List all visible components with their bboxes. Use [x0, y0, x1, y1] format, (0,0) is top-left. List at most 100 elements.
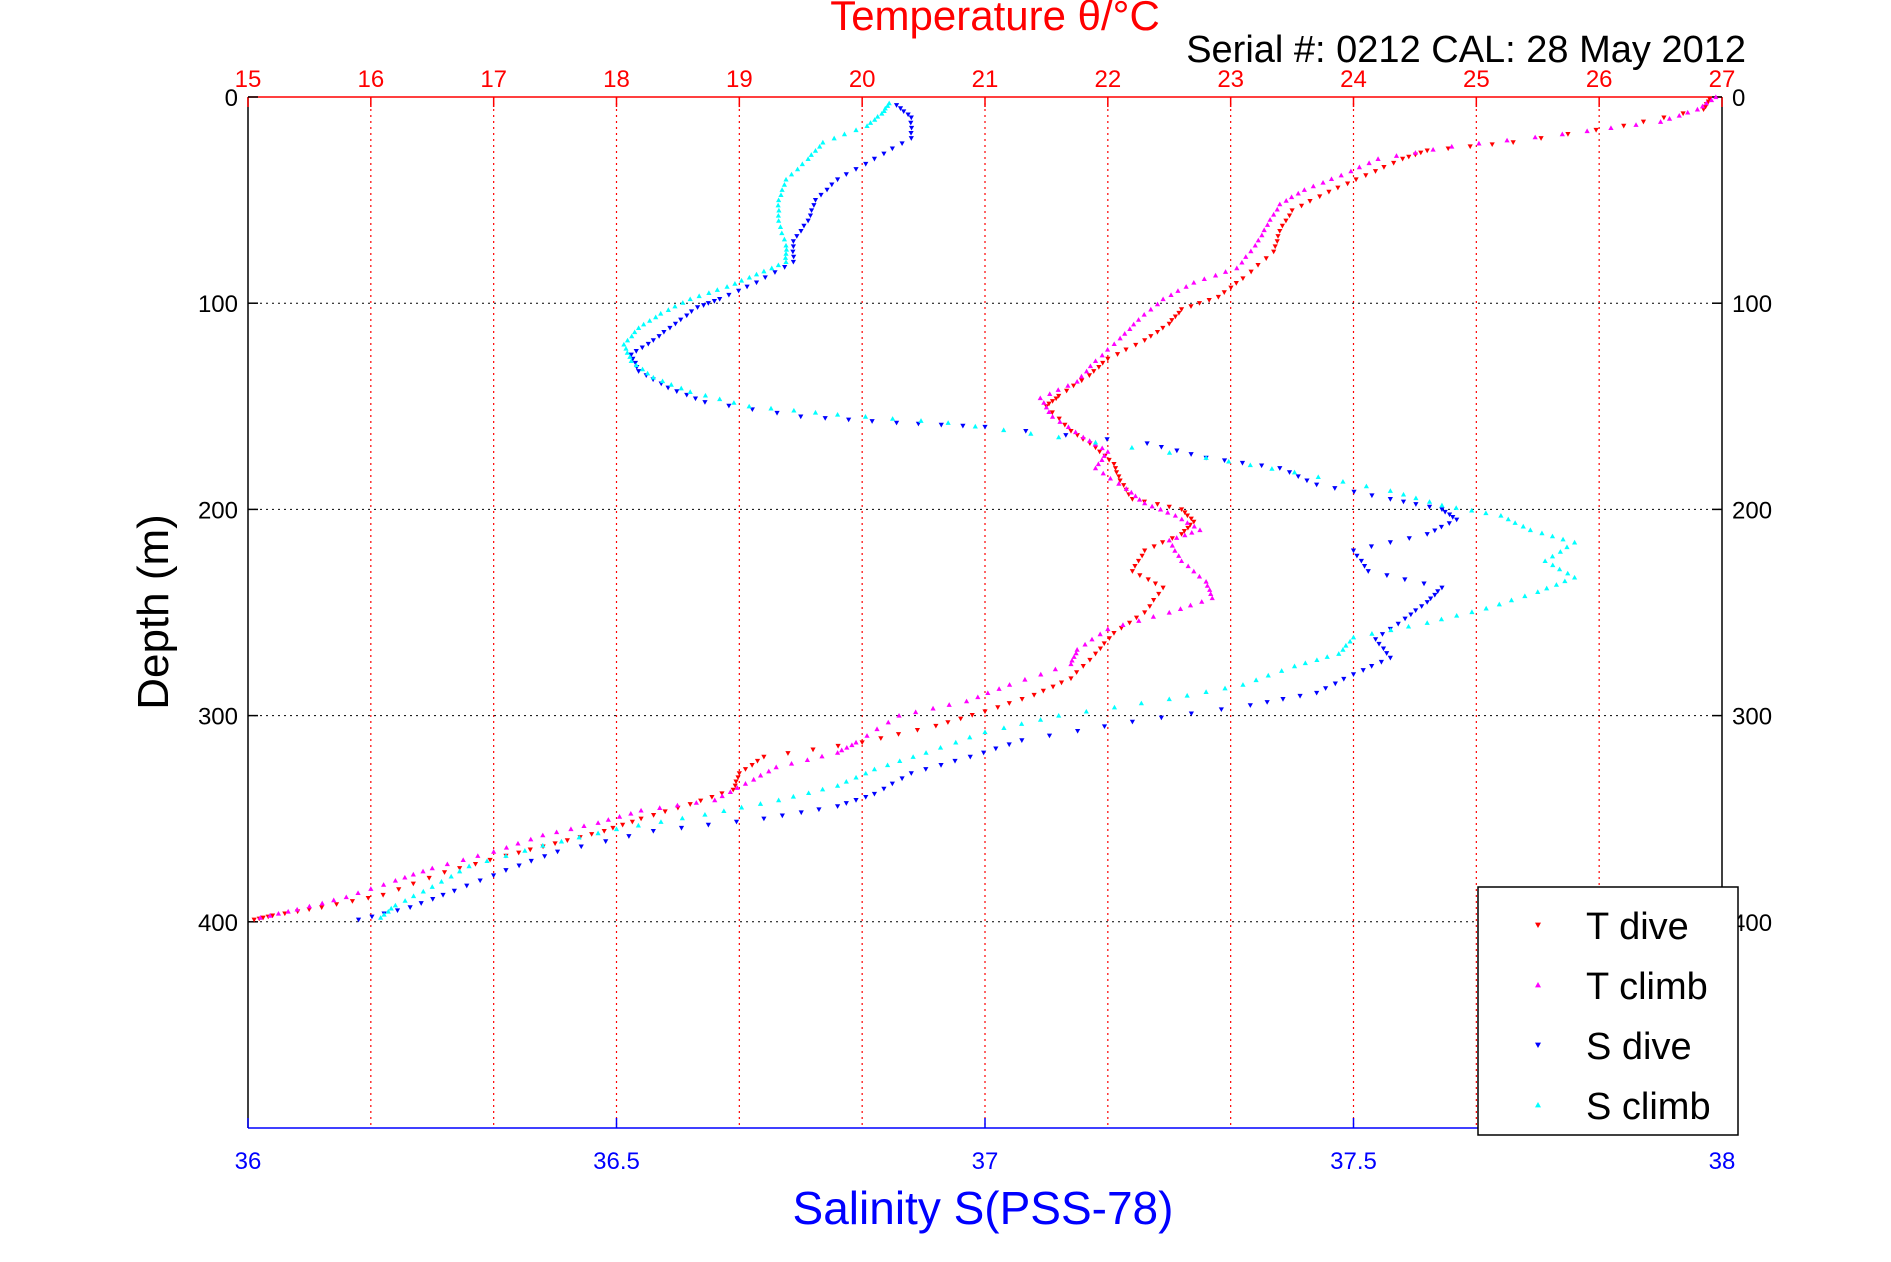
s-climb-point	[835, 783, 841, 788]
t-climb-point	[595, 820, 601, 825]
s-climb-point	[1469, 609, 1475, 615]
s-climb-point	[1557, 566, 1563, 572]
s-dive-point	[1174, 448, 1180, 454]
t-dive-point	[730, 787, 736, 793]
s-climb-point	[817, 143, 823, 149]
t-dive-point	[1181, 528, 1187, 534]
t-climb-point	[1097, 631, 1103, 637]
t-dive-point	[1132, 564, 1138, 569]
s-dive-point	[451, 888, 457, 894]
s-dive-point	[1426, 504, 1433, 510]
t-dive-point	[1101, 641, 1107, 647]
t-dive-point	[1178, 532, 1185, 537]
s-dive-point	[1314, 690, 1320, 696]
t-climb-point	[1123, 486, 1129, 491]
t-dive-point	[396, 887, 402, 892]
t-dive-point	[1117, 478, 1123, 484]
t-dive-point	[895, 732, 902, 737]
s-climb-point	[923, 750, 929, 755]
t-dive-point	[1068, 676, 1074, 682]
t-dive-point	[1147, 604, 1153, 609]
t-climb-point	[1107, 475, 1114, 481]
s-climb-point	[777, 224, 784, 229]
t-climb-point	[1099, 352, 1105, 358]
t-dive-point	[732, 783, 738, 789]
t-climb-point	[1083, 368, 1090, 374]
s-dive-point	[733, 819, 740, 825]
s-dive-point	[678, 317, 684, 323]
t-dive-point	[1445, 146, 1451, 152]
s-climb-point	[438, 878, 445, 884]
s-dive-point	[503, 868, 509, 873]
t-climb-point	[804, 757, 810, 763]
t-climb-point	[1069, 657, 1075, 663]
s-climb-legend-label: S climb	[1586, 1086, 1711, 1128]
s-climb-point	[753, 271, 760, 277]
s-climb-point	[781, 182, 788, 187]
s-dive-point	[790, 239, 796, 244]
t-dive-point	[1096, 365, 1102, 370]
t-dive-point	[1191, 519, 1197, 525]
t-climb-point	[1449, 143, 1455, 149]
s-dive-point	[1075, 728, 1081, 734]
t-dive-point	[426, 875, 432, 881]
s-dive-point	[774, 410, 780, 416]
t-dive-point	[754, 758, 761, 764]
s-climb-point	[540, 842, 546, 848]
t-dive-point	[1326, 189, 1332, 195]
s-climb-point	[776, 218, 782, 223]
s-dive-point	[1158, 444, 1164, 450]
t-climb-point	[913, 709, 919, 715]
t-climb-point	[1608, 125, 1614, 131]
t-climb-point	[1694, 106, 1701, 112]
t-dive-point	[810, 747, 816, 753]
s-dive-point	[889, 781, 895, 787]
t-dive-point	[1142, 548, 1148, 554]
x-axis-title: Salinity S(PSS-78)	[793, 1182, 1174, 1234]
s-dive-point	[705, 822, 711, 828]
s-climb-point	[1498, 512, 1504, 518]
s-dive-point	[684, 392, 690, 398]
t-dive-point	[1148, 334, 1154, 339]
t-climb-point	[267, 913, 273, 918]
s-dive-point	[1432, 592, 1438, 598]
t-climb-point	[1046, 409, 1052, 415]
t-climb-point	[1412, 150, 1419, 155]
s-dive-point	[1439, 507, 1445, 512]
s-climb-point	[843, 778, 849, 784]
t-climb-point	[712, 797, 718, 803]
t-dive-point	[995, 705, 1001, 710]
t-dive-point	[1178, 507, 1185, 512]
s-climb-point	[1336, 651, 1342, 656]
s-dive-point	[1304, 478, 1310, 484]
t-climb-point	[1366, 160, 1372, 166]
depth-tick-label-right: 200	[1732, 497, 1772, 524]
s-climb-point	[627, 354, 633, 359]
t-climb-point	[1584, 128, 1590, 134]
depth-tick-label-left: 100	[198, 291, 238, 318]
s-dive-point	[899, 141, 905, 146]
s-dive-point	[1006, 742, 1012, 748]
s-climb-point	[1302, 660, 1308, 666]
t-dive-point	[410, 881, 416, 887]
s-climb-point	[1203, 689, 1209, 694]
s-dive-point	[1424, 532, 1430, 537]
s-dive-point	[798, 414, 804, 420]
t-climb-point	[1203, 578, 1209, 584]
t-climb-point	[1068, 661, 1074, 667]
t-climb-point	[1104, 346, 1111, 352]
s-dive-point	[1439, 585, 1445, 591]
s-dive-point	[1188, 452, 1194, 457]
t-dive-point	[1277, 228, 1283, 234]
s-dive-point	[1297, 693, 1303, 699]
s-dive-point	[843, 172, 849, 177]
t-climb-point	[1078, 373, 1085, 379]
s-climb-point	[680, 300, 686, 305]
s-dive-point	[542, 854, 548, 859]
s-dive-point	[901, 109, 907, 115]
t-climb-point	[896, 713, 902, 718]
t-dive-point	[1298, 203, 1305, 209]
s-dive-point	[554, 849, 561, 855]
s-climb-point	[724, 284, 730, 289]
t-dive-point	[1263, 256, 1269, 261]
